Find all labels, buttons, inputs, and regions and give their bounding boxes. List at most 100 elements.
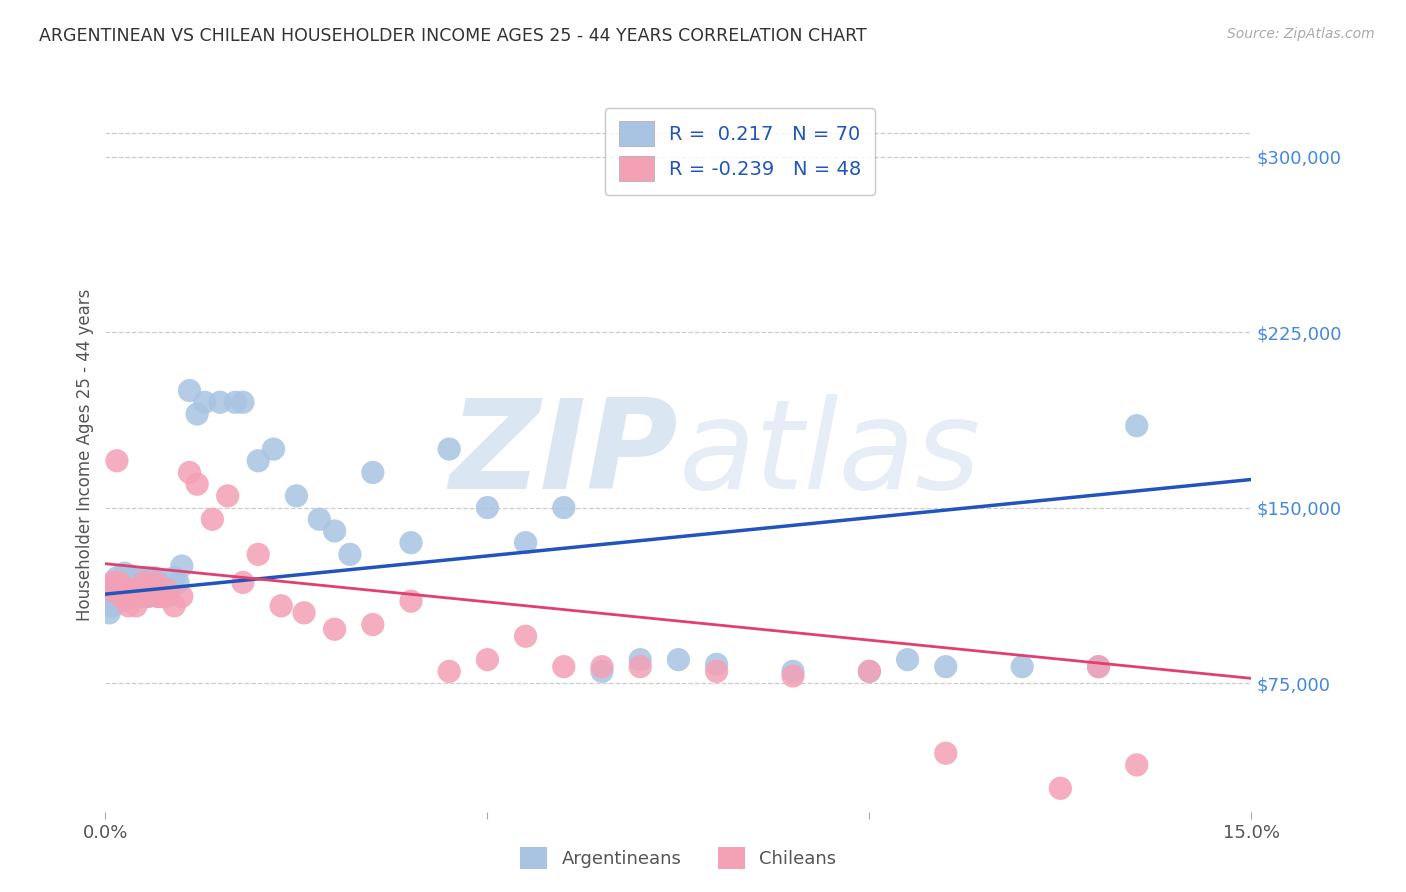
Point	[121, 575, 143, 590]
Point	[105, 571, 128, 585]
Point	[117, 599, 139, 613]
Point	[224, 395, 246, 409]
Point	[339, 547, 361, 561]
Point	[439, 665, 461, 679]
Point	[323, 524, 346, 538]
Point	[553, 659, 575, 673]
Point	[120, 590, 142, 604]
Point	[143, 571, 166, 585]
Point	[100, 590, 122, 604]
Point	[139, 571, 162, 585]
Point	[201, 512, 224, 526]
Point	[128, 590, 150, 604]
Y-axis label: Householder Income Ages 25 - 44 years: Householder Income Ages 25 - 44 years	[76, 289, 94, 621]
Point	[208, 395, 231, 409]
Point	[858, 665, 880, 679]
Point	[170, 590, 193, 604]
Point	[134, 590, 156, 604]
Point	[285, 489, 308, 503]
Point	[117, 571, 139, 585]
Point	[194, 395, 217, 409]
Point	[108, 582, 131, 597]
Point	[591, 665, 613, 679]
Point	[132, 575, 155, 590]
Point	[118, 582, 141, 597]
Point	[628, 659, 651, 673]
Point	[136, 575, 159, 590]
Point	[110, 590, 132, 604]
Point	[628, 653, 651, 667]
Point	[132, 582, 155, 597]
Point	[232, 395, 254, 409]
Point	[110, 590, 132, 604]
Point	[100, 582, 122, 597]
Text: ARGENTINEAN VS CHILEAN HOUSEHOLDER INCOME AGES 25 - 44 YEARS CORRELATION CHART: ARGENTINEAN VS CHILEAN HOUSEHOLDER INCOM…	[39, 27, 868, 45]
Point	[115, 582, 138, 597]
Point	[115, 580, 138, 594]
Point	[186, 407, 208, 421]
Point	[105, 454, 128, 468]
Point	[292, 606, 315, 620]
Point	[98, 582, 121, 597]
Text: ZIP: ZIP	[450, 394, 678, 516]
Point	[361, 617, 384, 632]
Point	[1087, 659, 1109, 673]
Point	[515, 535, 537, 549]
Point	[141, 582, 163, 597]
Point	[1049, 781, 1071, 796]
Point	[1125, 418, 1147, 433]
Legend: Argentineans, Chileans: Argentineans, Chileans	[512, 838, 845, 878]
Point	[108, 575, 131, 590]
Point	[111, 575, 134, 590]
Point	[247, 547, 270, 561]
Point	[101, 599, 124, 613]
Point	[232, 575, 254, 590]
Point	[591, 659, 613, 673]
Point	[477, 500, 499, 515]
Point	[666, 653, 689, 667]
Point	[155, 590, 177, 604]
Point	[170, 559, 193, 574]
Point	[157, 582, 180, 597]
Point	[897, 653, 920, 667]
Point	[143, 575, 166, 590]
Point	[148, 575, 170, 590]
Point	[136, 590, 159, 604]
Point	[163, 571, 186, 585]
Point	[141, 582, 163, 597]
Point	[112, 594, 135, 608]
Point	[439, 442, 461, 456]
Point	[125, 571, 148, 585]
Point	[128, 575, 150, 590]
Point	[155, 582, 177, 597]
Point	[149, 590, 172, 604]
Point	[782, 665, 804, 679]
Point	[125, 599, 148, 613]
Point	[553, 500, 575, 515]
Point	[323, 622, 346, 636]
Point	[105, 594, 128, 608]
Point	[1125, 758, 1147, 772]
Point	[128, 582, 150, 597]
Point	[136, 590, 159, 604]
Point	[101, 575, 124, 590]
Point	[308, 512, 330, 526]
Point	[148, 590, 170, 604]
Point	[131, 571, 153, 585]
Point	[1087, 659, 1109, 673]
Point	[1011, 659, 1033, 673]
Point	[104, 582, 127, 597]
Point	[179, 466, 201, 480]
Point	[361, 466, 384, 480]
Point	[159, 582, 181, 597]
Point	[124, 590, 146, 604]
Point	[782, 669, 804, 683]
Point	[124, 590, 146, 604]
Point	[163, 599, 186, 613]
Text: atlas: atlas	[678, 394, 980, 516]
Point	[139, 582, 162, 597]
Point	[114, 582, 136, 597]
Text: Source: ZipAtlas.com: Source: ZipAtlas.com	[1227, 27, 1375, 41]
Point	[399, 535, 422, 549]
Point	[270, 599, 292, 613]
